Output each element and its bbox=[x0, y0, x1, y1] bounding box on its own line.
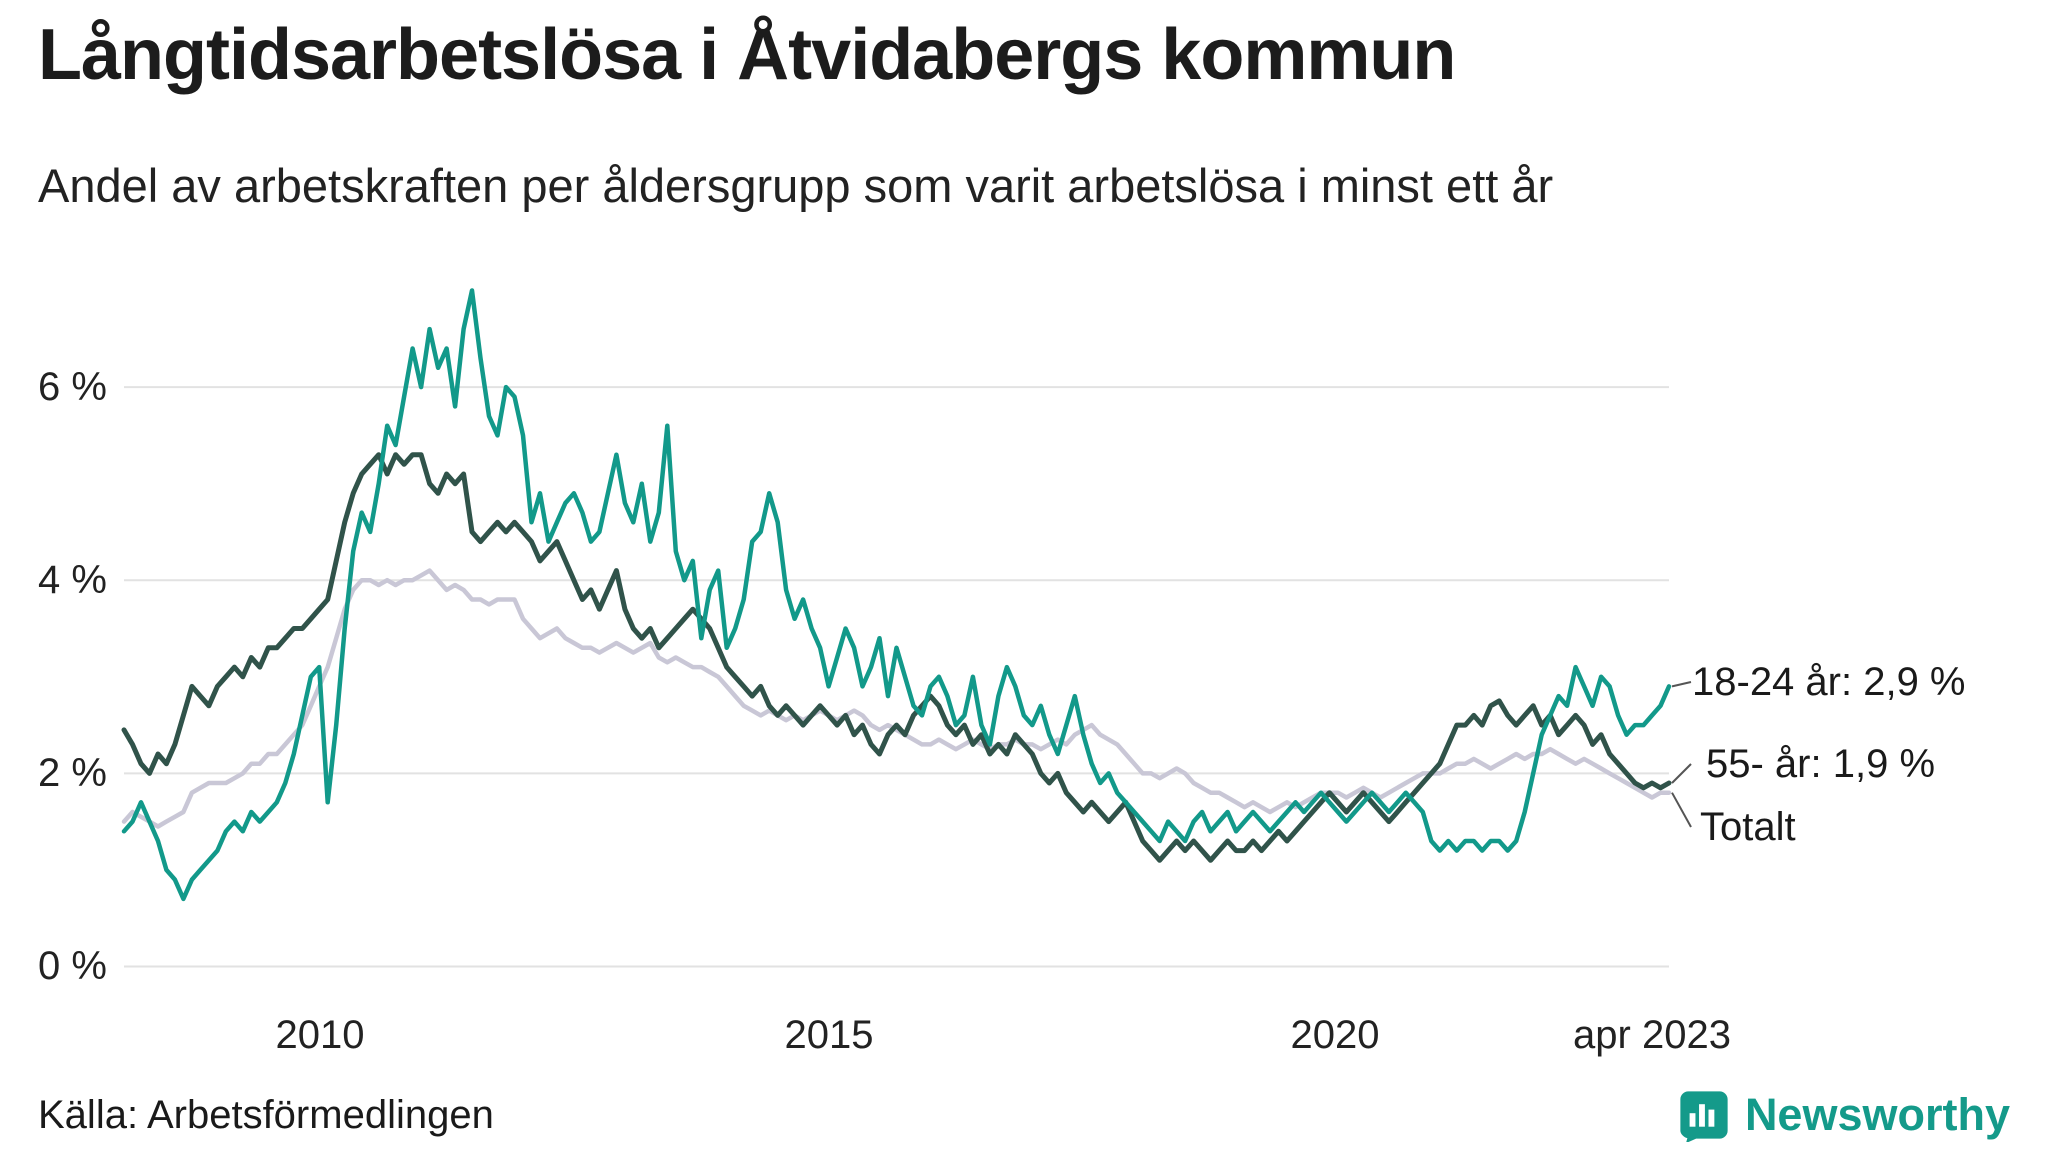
x-axis-label-apr-2023: apr 2023 bbox=[1573, 1013, 1731, 1057]
line-chart bbox=[121, 288, 1692, 968]
series-line-18-24-år bbox=[121, 288, 1672, 902]
x-axis-label-2010: 2010 bbox=[275, 1013, 365, 1057]
brand-logo: Newsworthy bbox=[1677, 1088, 2010, 1142]
series-label-totalt: Totalt bbox=[1700, 805, 1796, 849]
label-connector-Totalt bbox=[1671, 792, 1692, 828]
y-axis-label-4: 4 % bbox=[38, 558, 107, 602]
series-label-55-plus: 55- år: 1,9 % bbox=[1706, 742, 1936, 786]
label-connector-18-24-år bbox=[1671, 681, 1692, 688]
newsworthy-icon bbox=[1680, 1091, 1728, 1142]
x-axis-label-2020: 2020 bbox=[1290, 1013, 1380, 1057]
series-line-Totalt bbox=[121, 568, 1672, 829]
page-subtitle: Andel av arbetskraften per åldersgrupp s… bbox=[38, 159, 1554, 212]
x-axis-label-2015: 2015 bbox=[784, 1013, 874, 1057]
y-axis-label-6: 6 % bbox=[38, 365, 107, 409]
y-axis-label-0: 0 % bbox=[38, 944, 107, 988]
series-label-18-24: 18-24 år: 2,9 % bbox=[1692, 660, 1966, 704]
brand-name: Newsworthy bbox=[1744, 1089, 2010, 1140]
y-axis-label-2: 2 % bbox=[38, 751, 107, 795]
page-title: Långtidsarbetslösa i Åtvidabergs kommun bbox=[38, 15, 1456, 95]
source-note: Källa: Arbetsförmedlingen bbox=[38, 1093, 494, 1137]
label-connector-55--år bbox=[1671, 763, 1692, 784]
